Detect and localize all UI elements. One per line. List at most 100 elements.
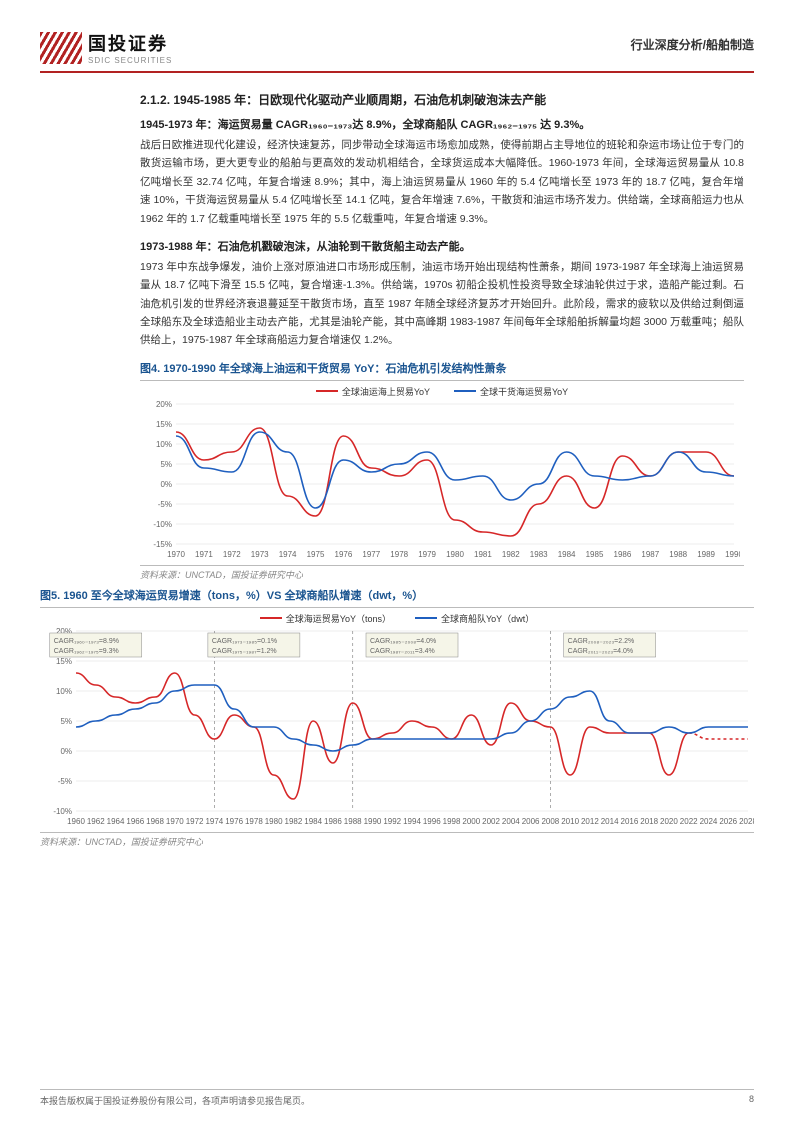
svg-text:5%: 5% [60,717,72,726]
page-header: 国投证券 SDIC SECURITIES 行业深度分析/船舶制造 [40,30,754,73]
svg-text:CAGR₁₉₈₇₋₂₀₁₁=3.4%: CAGR₁₉₈₇₋₂₀₁₁=3.4% [370,648,435,655]
svg-text:1974: 1974 [279,550,297,559]
svg-text:1986: 1986 [614,550,632,559]
chart5-title: 图5. 1960 至今全球海运贸易增速（tons，%）VS 全球商船队增速（dw… [40,587,754,603]
chart5-legend: 全球海运贸易YoY（tons） 全球商船队YoY（dwt） [40,612,754,625]
svg-text:1985: 1985 [586,550,604,559]
svg-text:2004: 2004 [502,817,520,826]
paragraph1-title: 1945-1973 年：海运贸易量 CAGR₁₉₆₀₋₁₉₇₃达 8.9%，全球… [140,116,754,132]
svg-text:-10%: -10% [53,807,72,816]
svg-text:1987: 1987 [641,550,659,559]
logo-text: 国投证券 SDIC SECURITIES [88,30,172,65]
svg-text:0%: 0% [60,747,72,756]
svg-text:1974: 1974 [205,817,223,826]
svg-text:2024: 2024 [700,817,718,826]
svg-text:1998: 1998 [443,817,461,826]
chart4-legend-oil: 全球油运海上贸易YoY [316,385,430,398]
svg-text:2026: 2026 [719,817,737,826]
svg-text:2006: 2006 [522,817,540,826]
svg-text:1996: 1996 [423,817,441,826]
svg-text:1994: 1994 [403,817,421,826]
chart4-legend-dry-label: 全球干货海运贸易YoY [480,385,568,398]
chart5-container: 全球海运贸易YoY（tons） 全球商船队YoY（dwt） -10%-5%0%5… [40,607,754,833]
svg-text:2014: 2014 [601,817,619,826]
chart5-swatch-trade [260,617,282,619]
logo-en: SDIC SECURITIES [88,56,172,65]
svg-text:1981: 1981 [474,550,492,559]
svg-text:2010: 2010 [561,817,579,826]
chart4-container: 全球油运海上贸易YoY 全球干货海运贸易YoY -15%-10%-5%0%5%1… [140,380,744,566]
svg-text:1970: 1970 [166,817,184,826]
svg-text:CAGR₁₉₆₀₋₁₉₇₃=8.9%: CAGR₁₉₆₀₋₁₉₇₃=8.9% [54,638,119,645]
svg-text:5%: 5% [160,460,172,469]
svg-text:10%: 10% [56,687,72,696]
svg-text:1972: 1972 [186,817,204,826]
chart4-swatch-dry [454,390,476,392]
page-footer: 本报告版权属于国投证券股份有限公司，各项声明请参见报告尾页。 8 [40,1089,754,1107]
chart4-legend-dry: 全球干货海运贸易YoY [454,385,568,398]
svg-text:1968: 1968 [146,817,164,826]
svg-text:2012: 2012 [581,817,599,826]
svg-text:1989: 1989 [697,550,715,559]
chart4-legend-oil-label: 全球油运海上贸易YoY [342,385,430,398]
page-number: 8 [749,1094,754,1107]
svg-text:2002: 2002 [482,817,500,826]
header-category: 行业深度分析/船舶制造 [631,36,754,53]
svg-text:1975: 1975 [307,550,325,559]
svg-text:1970: 1970 [167,550,185,559]
chart5-legend-trade: 全球海运贸易YoY（tons） [260,612,391,625]
svg-text:CAGR₂₀₀₈₋₂₀₂₃=2.2%: CAGR₂₀₀₈₋₂₀₂₃=2.2% [568,638,635,645]
svg-text:1966: 1966 [126,817,144,826]
chart5-legend-fleet: 全球商船队YoY（dwt） [415,612,534,625]
paragraph1-body: 战后日欧推进现代化建设，经济快速复苏，同步带动全球海运市场愈加成熟，使得前期占主… [140,136,744,228]
svg-text:2000: 2000 [462,817,480,826]
svg-text:1973: 1973 [251,550,269,559]
logo-cn: 国投证券 [88,30,172,56]
svg-text:CAGR₂₀₁₁₋₂₀₂₃=4.0%: CAGR₂₀₁₁₋₂₀₂₃=4.0% [568,648,634,655]
svg-text:1982: 1982 [285,817,303,826]
svg-text:1990: 1990 [725,550,740,559]
svg-text:1977: 1977 [362,550,380,559]
chart5-source: 资料来源：UNCTAD，国投证券研究中心 [40,835,754,848]
svg-text:CAGR₁₉₇₅₋₁₉₈₇=1.2%: CAGR₁₉₇₅₋₁₉₈₇=1.2% [212,648,277,655]
chart5-legend-trade-label: 全球海运贸易YoY（tons） [286,612,391,625]
svg-text:0%: 0% [160,480,172,489]
svg-text:CAGR₁₉₇₃₋₁₉₈₅=0.1%: CAGR₁₉₇₃₋₁₉₈₅=0.1% [212,638,277,645]
svg-text:15%: 15% [156,420,172,429]
svg-text:1983: 1983 [530,550,548,559]
svg-text:1980: 1980 [446,550,464,559]
svg-text:1992: 1992 [383,817,401,826]
paragraph2-body: 1973 年中东战争爆发，油价上涨对原油进口市场形成压制，油运市场开始出现结构性… [140,258,744,350]
chart5-svg: -10%-5%0%5%10%15%20%19601962196419661968… [40,627,754,827]
svg-text:1986: 1986 [324,817,342,826]
svg-text:1978: 1978 [390,550,408,559]
svg-text:1982: 1982 [502,550,520,559]
chart4-svg: -15%-10%-5%0%5%10%15%20%1970197119721973… [140,400,740,560]
chart5-legend-fleet-label: 全球商船队YoY（dwt） [441,612,534,625]
svg-text:-5%: -5% [158,500,172,509]
svg-text:2018: 2018 [640,817,658,826]
svg-text:1976: 1976 [335,550,353,559]
svg-text:20%: 20% [156,400,172,409]
svg-text:10%: 10% [156,440,172,449]
chart4-source: 资料来源：UNCTAD，国投证券研究中心 [140,568,754,581]
svg-text:1984: 1984 [558,550,576,559]
chart4-legend: 全球油运海上贸易YoY 全球干货海运贸易YoY [140,385,744,398]
svg-text:1971: 1971 [195,550,213,559]
svg-text:1978: 1978 [245,817,263,826]
svg-text:CAGR₁₉₈₅₋₂₀₀₈=4.0%: CAGR₁₉₈₅₋₂₀₀₈=4.0% [370,638,436,645]
page: 国投证券 SDIC SECURITIES 行业深度分析/船舶制造 2.1.2. … [0,0,794,868]
svg-text:1990: 1990 [364,817,382,826]
svg-text:-15%: -15% [153,540,172,549]
svg-text:2022: 2022 [680,817,698,826]
paragraph2-title: 1973-1988 年：石油危机戳破泡沫，从油轮到干散货船主动去产能。 [140,238,754,254]
svg-text:15%: 15% [56,657,72,666]
svg-text:1979: 1979 [418,550,436,559]
chart5-swatch-fleet [415,617,437,619]
chart4-title: 图4. 1970-1990 年全球海上油运和干货贸易 YoY：石油危机引发结构性… [140,360,754,376]
logo: 国投证券 SDIC SECURITIES [40,30,172,65]
svg-text:1976: 1976 [225,817,243,826]
svg-text:1964: 1964 [107,817,125,826]
svg-text:1960: 1960 [67,817,85,826]
svg-text:2028: 2028 [739,817,754,826]
